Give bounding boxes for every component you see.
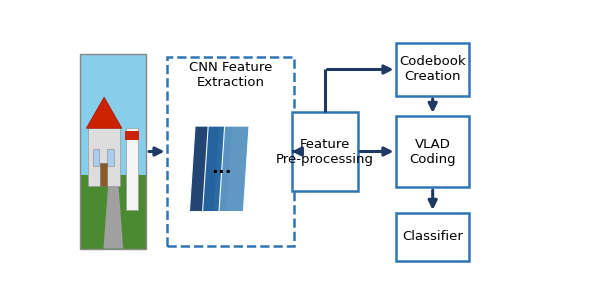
Polygon shape: [219, 126, 249, 212]
Bar: [81, 55, 146, 175]
Bar: [107, 148, 113, 166]
Text: Codebook
Creation: Codebook Creation: [399, 56, 466, 83]
Text: CNN Feature
Extraction: CNN Feature Extraction: [189, 61, 273, 89]
Bar: [101, 163, 107, 186]
Bar: [93, 148, 99, 166]
Polygon shape: [104, 186, 123, 248]
Bar: [88, 128, 120, 186]
FancyBboxPatch shape: [396, 116, 469, 187]
FancyBboxPatch shape: [396, 43, 469, 96]
Bar: [125, 131, 139, 140]
FancyBboxPatch shape: [292, 112, 358, 191]
Polygon shape: [87, 97, 122, 128]
FancyBboxPatch shape: [396, 213, 469, 261]
Bar: [127, 128, 138, 210]
Text: ...: ...: [211, 159, 231, 177]
Polygon shape: [202, 126, 233, 212]
Polygon shape: [190, 126, 219, 212]
Text: VLAD
Coding: VLAD Coding: [410, 137, 456, 166]
Bar: [81, 175, 146, 248]
Bar: [81, 55, 146, 248]
Text: Classifier: Classifier: [402, 230, 463, 244]
Text: Feature
Pre-processing: Feature Pre-processing: [276, 137, 374, 166]
